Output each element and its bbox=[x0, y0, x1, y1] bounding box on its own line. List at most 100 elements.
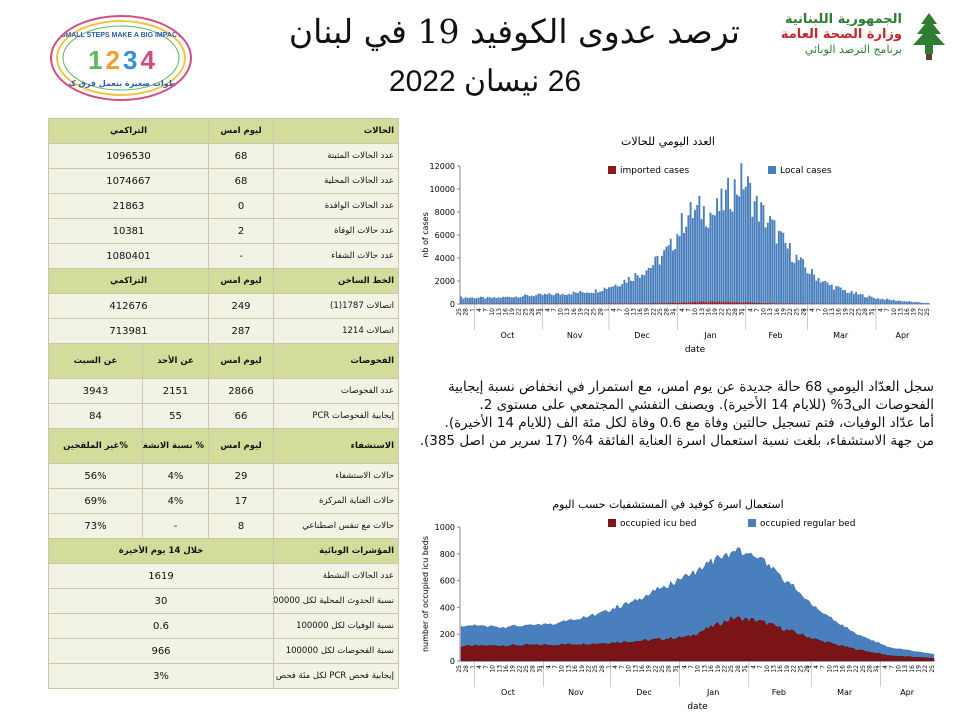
table-value-cell: 0.6 bbox=[49, 614, 274, 639]
bar-local-cases bbox=[573, 292, 575, 304]
table-value-cell: 29 bbox=[209, 464, 274, 489]
hospital-beds-chart: استعمال اسرة كوفيد في المستشفيات حسب الي… bbox=[418, 493, 938, 717]
bar-local-cases bbox=[692, 218, 694, 302]
bar-imported-cases bbox=[709, 301, 711, 304]
bar-local-cases bbox=[515, 297, 517, 304]
bar-local-cases bbox=[696, 205, 698, 302]
table-value-cell: التراكمي bbox=[49, 269, 209, 294]
bar-imported-cases bbox=[690, 302, 692, 304]
bar-local-cases bbox=[511, 298, 513, 304]
bar-local-cases bbox=[857, 294, 859, 303]
table-value-cell: 966 bbox=[49, 639, 274, 664]
bar-local-cases bbox=[804, 268, 806, 304]
table-label-cell: عدد حالات الشفاء bbox=[274, 244, 399, 269]
table-value-cell: 21863 bbox=[49, 194, 209, 219]
bar-imported-cases bbox=[665, 303, 667, 304]
bar-local-cases bbox=[732, 211, 734, 302]
table-label-cell: الخط الساخن bbox=[274, 269, 399, 294]
campaign-slogan-en: SMALL STEPS MAKE A BIG IMPACT bbox=[52, 32, 190, 39]
bar-imported-cases bbox=[718, 301, 720, 304]
table-label-cell: حالات الاستشفاء bbox=[274, 464, 399, 489]
bar-local-cases bbox=[846, 293, 848, 304]
bar-local-cases bbox=[593, 293, 595, 304]
bar-local-cases bbox=[681, 213, 683, 302]
table-value-cell: التراكمي bbox=[49, 119, 209, 144]
x-month-label: Oct bbox=[501, 331, 515, 340]
bar-local-cases bbox=[604, 288, 606, 304]
bar-imported-cases bbox=[743, 302, 745, 304]
bar-imported-cases bbox=[672, 303, 674, 304]
bar-imported-cases bbox=[637, 303, 639, 304]
bar-local-cases bbox=[725, 190, 727, 302]
table-value-cell: 2151 bbox=[143, 379, 209, 404]
table-label-cell: اتصالات 1787(1) bbox=[274, 294, 399, 319]
bar-imported-cases bbox=[696, 302, 698, 304]
bar-local-cases bbox=[716, 198, 718, 302]
bar-imported-cases bbox=[758, 303, 760, 304]
bar-local-cases bbox=[901, 301, 903, 304]
legend-label: imported cases bbox=[620, 166, 690, 176]
bar-local-cases bbox=[683, 233, 685, 302]
table-label-cell: اتصالات 1214 bbox=[274, 319, 399, 344]
table-label-cell: عدد الحالات المحلية bbox=[274, 169, 399, 194]
table-label-cell: إيجابية فحص PCR لكل مئة فحص bbox=[274, 664, 399, 689]
table-value-cell: ليوم امس bbox=[209, 344, 274, 379]
bar-local-cases bbox=[590, 293, 592, 304]
bar-local-cases bbox=[875, 299, 877, 304]
bar-local-cases bbox=[813, 275, 815, 304]
bar-local-cases bbox=[531, 296, 533, 304]
campaign-numbers: 1234 bbox=[68, 45, 178, 76]
bar-local-cases bbox=[575, 293, 577, 304]
bar-imported-cases bbox=[782, 303, 784, 304]
bar-local-cases bbox=[798, 260, 800, 303]
table-value-cell: 1074667 bbox=[49, 169, 209, 194]
bar-local-cases bbox=[632, 281, 634, 303]
y-tick-label: 8000 bbox=[435, 208, 455, 217]
bar-local-cases bbox=[705, 226, 707, 302]
table-label-cell: عدد الحالات الوافدة bbox=[274, 194, 399, 219]
bar-imported-cases bbox=[736, 302, 738, 304]
chart-title: العدد اليومي للحالات bbox=[621, 135, 715, 148]
bar-local-cases bbox=[811, 269, 813, 304]
bar-local-cases bbox=[555, 294, 557, 304]
bar-local-cases bbox=[908, 301, 910, 304]
bar-imported-cases bbox=[668, 303, 670, 304]
y-axis-label: nb of cases bbox=[421, 212, 430, 258]
bar-local-cases bbox=[491, 298, 493, 304]
table-value-cell: - bbox=[143, 514, 209, 539]
bar-local-cases bbox=[566, 295, 568, 304]
table-value-cell: 2866 bbox=[209, 379, 274, 404]
bar-imported-cases bbox=[612, 303, 614, 304]
bar-imported-cases bbox=[756, 303, 758, 304]
bar-local-cases bbox=[665, 247, 667, 303]
bar-local-cases bbox=[621, 284, 623, 303]
table-value-cell: 8 bbox=[209, 514, 274, 539]
bar-imported-cases bbox=[628, 303, 630, 304]
bar-local-cases bbox=[484, 299, 486, 304]
y-tick-label: 200 bbox=[440, 630, 455, 639]
bar-local-cases bbox=[467, 298, 469, 304]
x-axis-label: date bbox=[687, 702, 708, 712]
bar-local-cases bbox=[769, 216, 771, 303]
bar-local-cases bbox=[520, 297, 522, 304]
bar-local-cases bbox=[762, 205, 764, 303]
bar-local-cases bbox=[698, 196, 700, 302]
table-value-cell: 287 bbox=[209, 319, 274, 344]
bar-local-cases bbox=[617, 286, 619, 303]
table-value-cell: 2 bbox=[209, 219, 274, 244]
bar-local-cases bbox=[670, 239, 672, 303]
bar-local-cases bbox=[831, 285, 833, 304]
bar-imported-cases bbox=[789, 303, 791, 304]
bar-local-cases bbox=[734, 179, 736, 302]
bar-local-cases bbox=[687, 215, 689, 302]
table-value-cell: 68 bbox=[209, 144, 274, 169]
bar-local-cases bbox=[535, 295, 537, 304]
bar-local-cases bbox=[736, 195, 738, 303]
